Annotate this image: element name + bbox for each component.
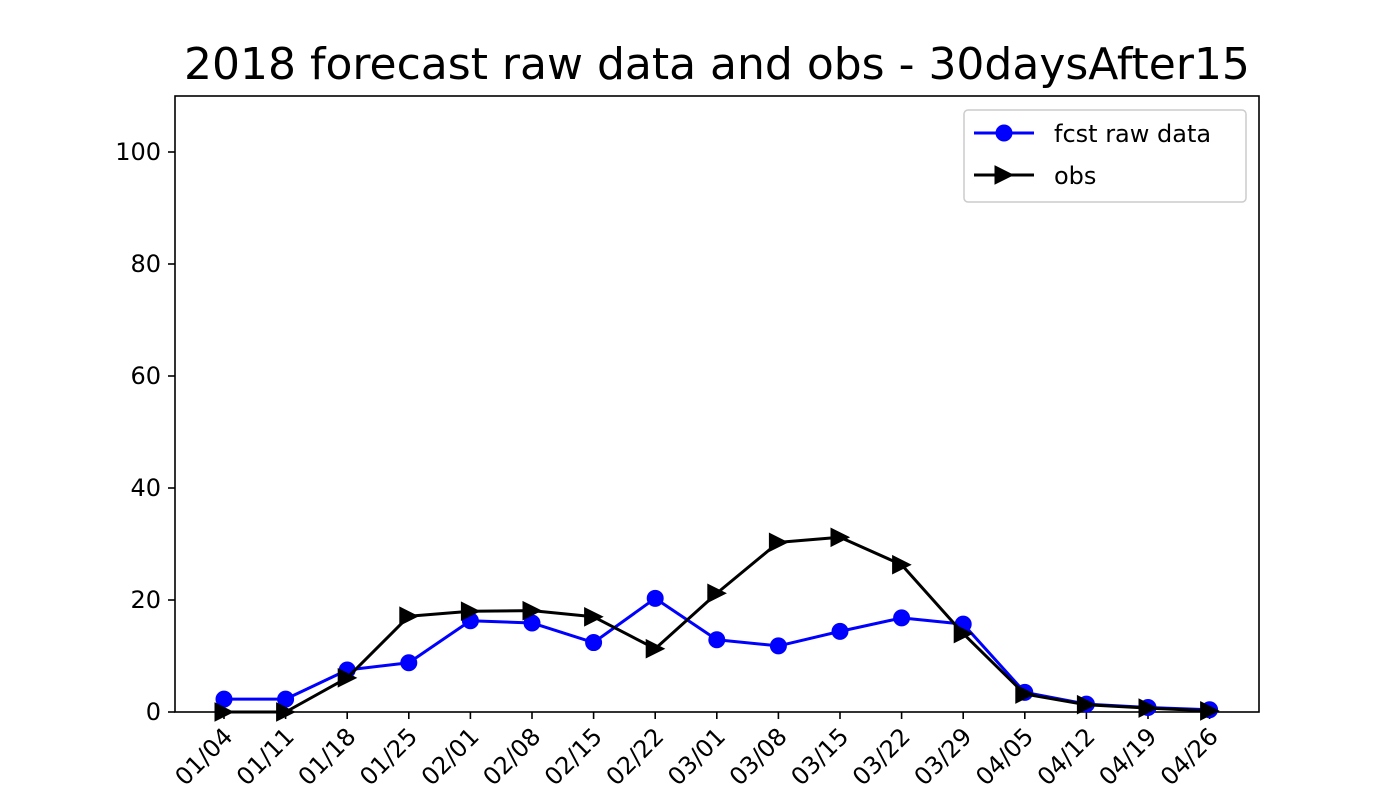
- y-tick-label: 40: [130, 474, 161, 502]
- series-line: [224, 535, 1210, 714]
- series-1: [214, 527, 1220, 722]
- x-tick-label: 02/15: [539, 722, 608, 791]
- x-axis: 01/0401/1101/1801/2502/0102/0802/1502/22…: [170, 712, 1224, 791]
- data-point: [460, 601, 481, 622]
- data-point: [646, 589, 664, 607]
- x-tick-label: 03/15: [786, 722, 855, 791]
- data-point: [831, 622, 849, 640]
- x-tick-label: 01/18: [293, 722, 362, 791]
- data-point: [1076, 694, 1097, 715]
- x-tick-label: 03/01: [662, 722, 731, 791]
- y-tick-label: 100: [115, 138, 161, 166]
- data-point: [585, 634, 603, 652]
- legend-label: fcst raw data: [1054, 120, 1211, 148]
- x-tick-label: 02/08: [478, 722, 547, 791]
- x-tick-label: 02/01: [416, 722, 485, 791]
- data-point: [769, 637, 787, 655]
- x-tick-label: 02/22: [601, 722, 670, 791]
- y-tick-label: 0: [146, 698, 161, 726]
- x-tick-label: 01/11: [231, 722, 300, 791]
- data-point: [584, 606, 604, 627]
- x-tick-label: 03/22: [847, 722, 916, 791]
- data-point: [276, 702, 296, 722]
- x-tick-label: 01/04: [170, 722, 239, 791]
- legend: fcst raw data obs: [963, 109, 1247, 203]
- series-layer: [214, 527, 1220, 722]
- data-point: [400, 654, 418, 672]
- legend-box: [963, 109, 1247, 203]
- legend-label: obs: [1054, 162, 1096, 190]
- chart-title: 2018 forecast raw data and obs - 30daysA…: [184, 39, 1250, 90]
- x-tick-label: 04/26: [1155, 722, 1224, 791]
- data-point: [707, 583, 727, 604]
- data-point: [1200, 701, 1220, 721]
- x-tick-label: 04/05: [970, 722, 1039, 791]
- x-tick-label: 04/19: [1094, 722, 1163, 791]
- y-axis: 0 20 40 60 80 100: [115, 138, 175, 726]
- data-point: [214, 702, 235, 722]
- data-point: [708, 631, 726, 649]
- legend-marker: [994, 165, 1015, 185]
- x-tick-label: 03/08: [724, 722, 793, 791]
- x-tick-label: 01/25: [354, 722, 423, 791]
- series-0: [215, 589, 1219, 719]
- y-tick-label: 80: [130, 250, 161, 278]
- data-point: [522, 600, 543, 621]
- data-point: [1015, 684, 1035, 704]
- x-tick-label: 03/29: [909, 722, 978, 791]
- data-point: [399, 606, 419, 627]
- x-tick-label: 04/12: [1032, 722, 1101, 791]
- legend-marker: [995, 124, 1013, 142]
- data-point: [830, 527, 851, 548]
- data-point: [1138, 698, 1159, 718]
- data-point: [953, 623, 974, 644]
- data-point: [645, 638, 666, 659]
- data-point: [337, 668, 358, 688]
- y-tick-label: 60: [130, 362, 161, 390]
- data-point: [893, 609, 911, 627]
- y-tick-label: 20: [130, 586, 161, 614]
- data-point: [768, 532, 789, 553]
- data-point: [892, 554, 912, 575]
